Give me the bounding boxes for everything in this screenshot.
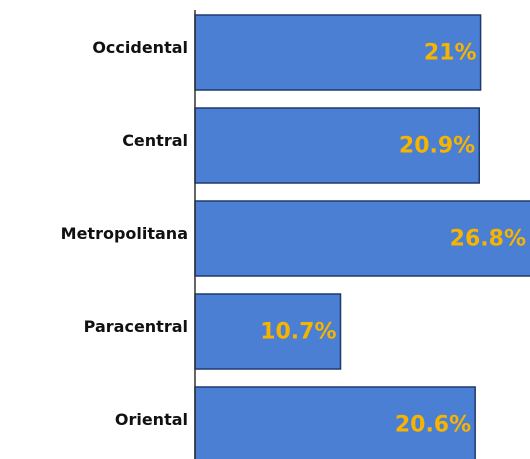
value-label: 20.6% xyxy=(395,413,471,438)
value-label: 26.8% xyxy=(450,227,526,252)
category-label: Oriental xyxy=(115,410,188,429)
bar xyxy=(194,293,342,370)
bar xyxy=(194,107,480,184)
bar xyxy=(194,200,530,277)
category-label: Central xyxy=(122,131,188,150)
bar xyxy=(194,14,482,91)
value-label: 20.9% xyxy=(399,134,475,159)
category-label: Paracentral xyxy=(84,317,188,336)
value-label: 21% xyxy=(424,41,477,66)
category-label: Metropolitana xyxy=(61,224,188,243)
category-label: Occidental xyxy=(92,38,188,57)
value-label: 10.7% xyxy=(260,320,336,345)
